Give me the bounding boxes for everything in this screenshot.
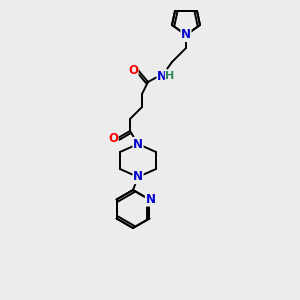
Text: H: H (165, 71, 175, 81)
Text: O: O (108, 131, 118, 145)
Text: N: N (133, 170, 143, 184)
Text: N: N (146, 193, 155, 206)
Text: O: O (128, 64, 138, 76)
Text: N: N (157, 70, 167, 83)
Text: N: N (133, 137, 143, 151)
Text: N: N (181, 28, 191, 41)
